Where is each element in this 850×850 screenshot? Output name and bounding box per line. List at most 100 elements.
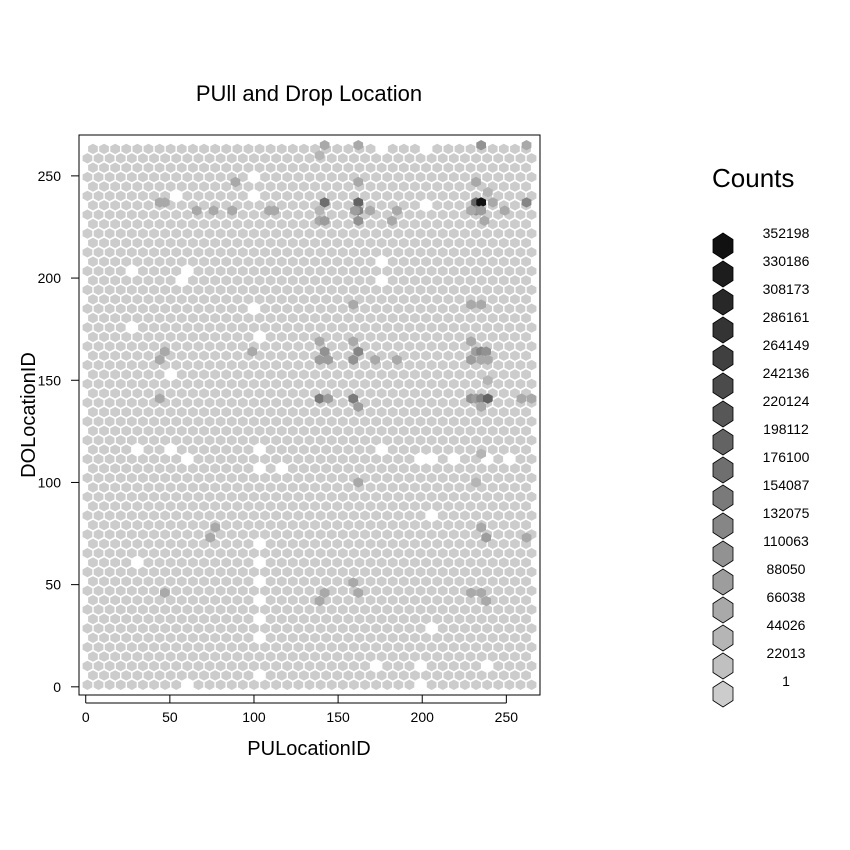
- hexbin-cell: [487, 312, 498, 324]
- hexbin-cell: [171, 435, 182, 446]
- hexbin-cell: [499, 369, 509, 380]
- hexbin-cell: [171, 510, 182, 521]
- hexbin-cell: [454, 651, 465, 662]
- hexbin-cell: [410, 425, 420, 437]
- hexbin-cell: [288, 294, 298, 305]
- x-tick-label: 100: [242, 709, 266, 725]
- hexbin-cell: [326, 265, 337, 277]
- hexbin-cell: [193, 453, 204, 465]
- hexbin-cell: [93, 284, 104, 296]
- hexbin-cell: [165, 670, 176, 681]
- hexbin-cell: [276, 200, 287, 211]
- hexbin-cell: [288, 651, 298, 662]
- hexbin-cell: [371, 341, 381, 352]
- hexbin-cell: [93, 416, 104, 427]
- hexbin-cell: [449, 472, 459, 484]
- hexbin-cell: [332, 613, 343, 625]
- hexbin-cell: [510, 632, 520, 643]
- hexbin-cell: [315, 491, 326, 502]
- hexbin-cell: [299, 670, 309, 681]
- hexbin-cell: [293, 491, 304, 502]
- hexbin-cell: [321, 181, 331, 192]
- hexbin-cell: [332, 237, 343, 249]
- hexbin-cell: [188, 162, 198, 173]
- hexbin-cell: [393, 397, 404, 408]
- hexbin-cell: [482, 566, 492, 578]
- hexbin-cell: [99, 162, 109, 173]
- hexbin-cell: [238, 359, 248, 371]
- hexbin-cell: [176, 557, 187, 568]
- hexbin-cell: [260, 397, 270, 408]
- hexbin-cell: [426, 397, 437, 408]
- hexbin-cell: [282, 679, 293, 690]
- hexbin-cell: [437, 190, 448, 202]
- hexbin-cell: [299, 444, 309, 455]
- hexbin-cell: [493, 284, 504, 296]
- hexbin-cell: [471, 510, 481, 521]
- hexbin-cell: [221, 463, 232, 474]
- hexbin-cell: [182, 416, 193, 427]
- hexbin-cell: [160, 378, 170, 390]
- hexbin-cell: [93, 228, 104, 239]
- hexbin-cell: [476, 576, 487, 587]
- hexbin-cell: [415, 397, 426, 408]
- hexbin-cell: [282, 604, 293, 615]
- hexbin-cell: [371, 548, 381, 559]
- hexbin-cell: [426, 416, 437, 427]
- hexbin-cell: [482, 153, 492, 164]
- hexbin-cell: [88, 143, 98, 155]
- hexbin-cell: [321, 519, 331, 531]
- hexbin-cell: [332, 331, 343, 343]
- hexbin-cell: [260, 153, 270, 164]
- hexbin-cell: [276, 162, 287, 173]
- hexbin-cell: [482, 472, 492, 484]
- hexbin-cell: [371, 397, 381, 408]
- hexbin-cell: [476, 331, 487, 343]
- hexbin-cell: [210, 350, 220, 361]
- hexbin-cell: [382, 453, 393, 465]
- hexbin-cell: [232, 444, 243, 455]
- hexbin-cell: [482, 265, 492, 277]
- hexbin-cell: [343, 425, 354, 437]
- hexbin-cell: [271, 510, 281, 521]
- hexbin-cell: [465, 143, 476, 155]
- hexbin-cell: [487, 651, 498, 662]
- hexbin-cell: [443, 519, 454, 531]
- hexbin-cell: [188, 237, 198, 249]
- hexbin-cell-high: [516, 393, 527, 404]
- hexbin-cell: [460, 190, 470, 202]
- hexbin-cell: [288, 613, 298, 625]
- hexbin-cell: [454, 425, 465, 437]
- hexbin-cell: [160, 209, 170, 220]
- hexbin-cell: [443, 425, 454, 437]
- hexbin-cell: [510, 406, 520, 418]
- hexbin-cell: [443, 256, 454, 267]
- hexbin-cell: [410, 331, 420, 343]
- hexbin-cell: [393, 642, 404, 653]
- hexbin-cell: [521, 425, 531, 437]
- hexbin-cell: [393, 548, 404, 559]
- hexbin-cell: [404, 435, 415, 446]
- hexbin-cell: [132, 613, 143, 625]
- hexbin-cell: [276, 294, 287, 305]
- hexbin-cell: [188, 519, 198, 531]
- hexbin-cell: [282, 435, 293, 446]
- hexbin-cell: [421, 275, 431, 286]
- hexbin-cell: [360, 416, 370, 427]
- hexbin-cell: [176, 294, 187, 305]
- hexbin-cell: [499, 312, 509, 324]
- hexbin-cell-empty: [127, 265, 137, 277]
- hexbin-cell: [299, 632, 309, 643]
- hexbin-cell: [471, 529, 481, 540]
- hexbin-cell: [232, 350, 243, 361]
- hexbin-cell: [243, 519, 254, 531]
- hexbin-cell: [82, 303, 93, 314]
- hexbin-cell: [349, 510, 359, 521]
- hexbin-cell: [138, 491, 148, 502]
- hexbin-cell: [299, 538, 309, 549]
- hexbin-cell: [176, 519, 187, 531]
- hexbin-cell: [149, 190, 159, 202]
- hexbin-cell: [182, 228, 193, 239]
- hexbin-cell: [138, 190, 148, 202]
- hexbin-cell: [515, 604, 526, 615]
